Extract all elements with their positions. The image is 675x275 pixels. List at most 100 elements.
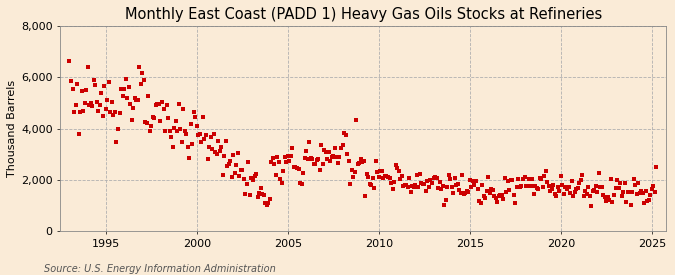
Point — [641, 189, 651, 193]
Point — [214, 149, 225, 153]
Point — [122, 95, 132, 100]
Point — [508, 192, 519, 197]
Point — [651, 165, 662, 169]
Point — [529, 192, 539, 197]
Point — [483, 174, 493, 179]
Point — [126, 117, 137, 122]
Point — [69, 109, 80, 114]
Point — [207, 147, 217, 151]
Point — [484, 191, 495, 195]
Point — [236, 168, 246, 172]
Point — [109, 109, 120, 114]
Point — [477, 183, 487, 187]
Point — [589, 188, 599, 192]
Point — [383, 175, 394, 179]
Point — [220, 139, 231, 144]
Point — [381, 174, 392, 178]
Point — [460, 191, 470, 196]
Point — [279, 155, 290, 160]
Point — [452, 182, 463, 186]
Point — [375, 169, 386, 174]
Point — [581, 191, 592, 196]
Point — [575, 178, 586, 182]
Point — [470, 179, 481, 183]
Title: Monthly East Coast (PADD 1) Heavy Gas Oils Stocks at Refineries: Monthly East Coast (PADD 1) Heavy Gas Oi… — [125, 7, 602, 22]
Point — [82, 65, 93, 69]
Point — [319, 148, 329, 152]
Point — [196, 140, 207, 144]
Point — [180, 129, 190, 133]
Point — [414, 172, 425, 176]
Point — [243, 159, 254, 164]
Point — [271, 172, 281, 177]
Point — [97, 113, 108, 118]
Point — [325, 159, 335, 163]
Point — [364, 182, 375, 186]
Point — [524, 177, 535, 181]
Point — [266, 160, 277, 164]
Point — [223, 162, 234, 166]
Point — [472, 187, 483, 191]
Point — [213, 138, 223, 143]
Point — [231, 162, 242, 167]
Point — [537, 185, 548, 189]
Point — [351, 117, 362, 122]
Point — [322, 156, 333, 161]
Point — [422, 179, 433, 183]
Point — [634, 191, 645, 196]
Point — [605, 177, 616, 182]
Point — [190, 115, 200, 119]
Point — [294, 181, 305, 185]
Point — [601, 199, 612, 204]
Point — [574, 181, 585, 185]
Point — [329, 145, 340, 150]
Point — [625, 203, 636, 208]
Point — [335, 146, 346, 150]
Point — [404, 176, 414, 181]
Point — [323, 150, 334, 154]
Point — [464, 177, 475, 182]
Point — [557, 183, 568, 188]
Point — [500, 175, 510, 180]
Point — [367, 175, 378, 180]
Point — [616, 194, 627, 198]
Point — [637, 191, 648, 195]
Point — [603, 195, 614, 199]
Point — [275, 177, 286, 182]
Point — [300, 149, 311, 153]
Point — [609, 193, 620, 197]
Point — [520, 184, 531, 189]
Point — [136, 82, 146, 86]
Point — [454, 188, 464, 192]
Point — [265, 197, 275, 201]
Point — [184, 155, 194, 160]
Point — [225, 159, 236, 163]
Point — [228, 153, 239, 157]
Point — [402, 185, 413, 189]
Point — [171, 129, 182, 133]
Point — [619, 181, 630, 185]
Point — [91, 100, 102, 104]
Point — [390, 163, 401, 167]
Point — [645, 193, 656, 197]
Point — [457, 173, 468, 177]
Point — [522, 183, 533, 188]
Point — [102, 97, 113, 102]
Point — [310, 162, 321, 166]
Point — [205, 135, 216, 139]
Point — [192, 124, 202, 129]
Point — [246, 176, 257, 180]
Point — [165, 134, 176, 139]
Point — [113, 127, 124, 131]
Point — [492, 200, 503, 204]
Point — [175, 127, 186, 131]
Point — [441, 185, 452, 189]
Point — [163, 116, 173, 120]
Point — [79, 101, 90, 105]
Point — [193, 133, 204, 137]
Point — [67, 86, 78, 91]
Point — [202, 157, 213, 161]
Point — [173, 102, 184, 106]
Point — [103, 80, 114, 84]
Point — [187, 142, 198, 146]
